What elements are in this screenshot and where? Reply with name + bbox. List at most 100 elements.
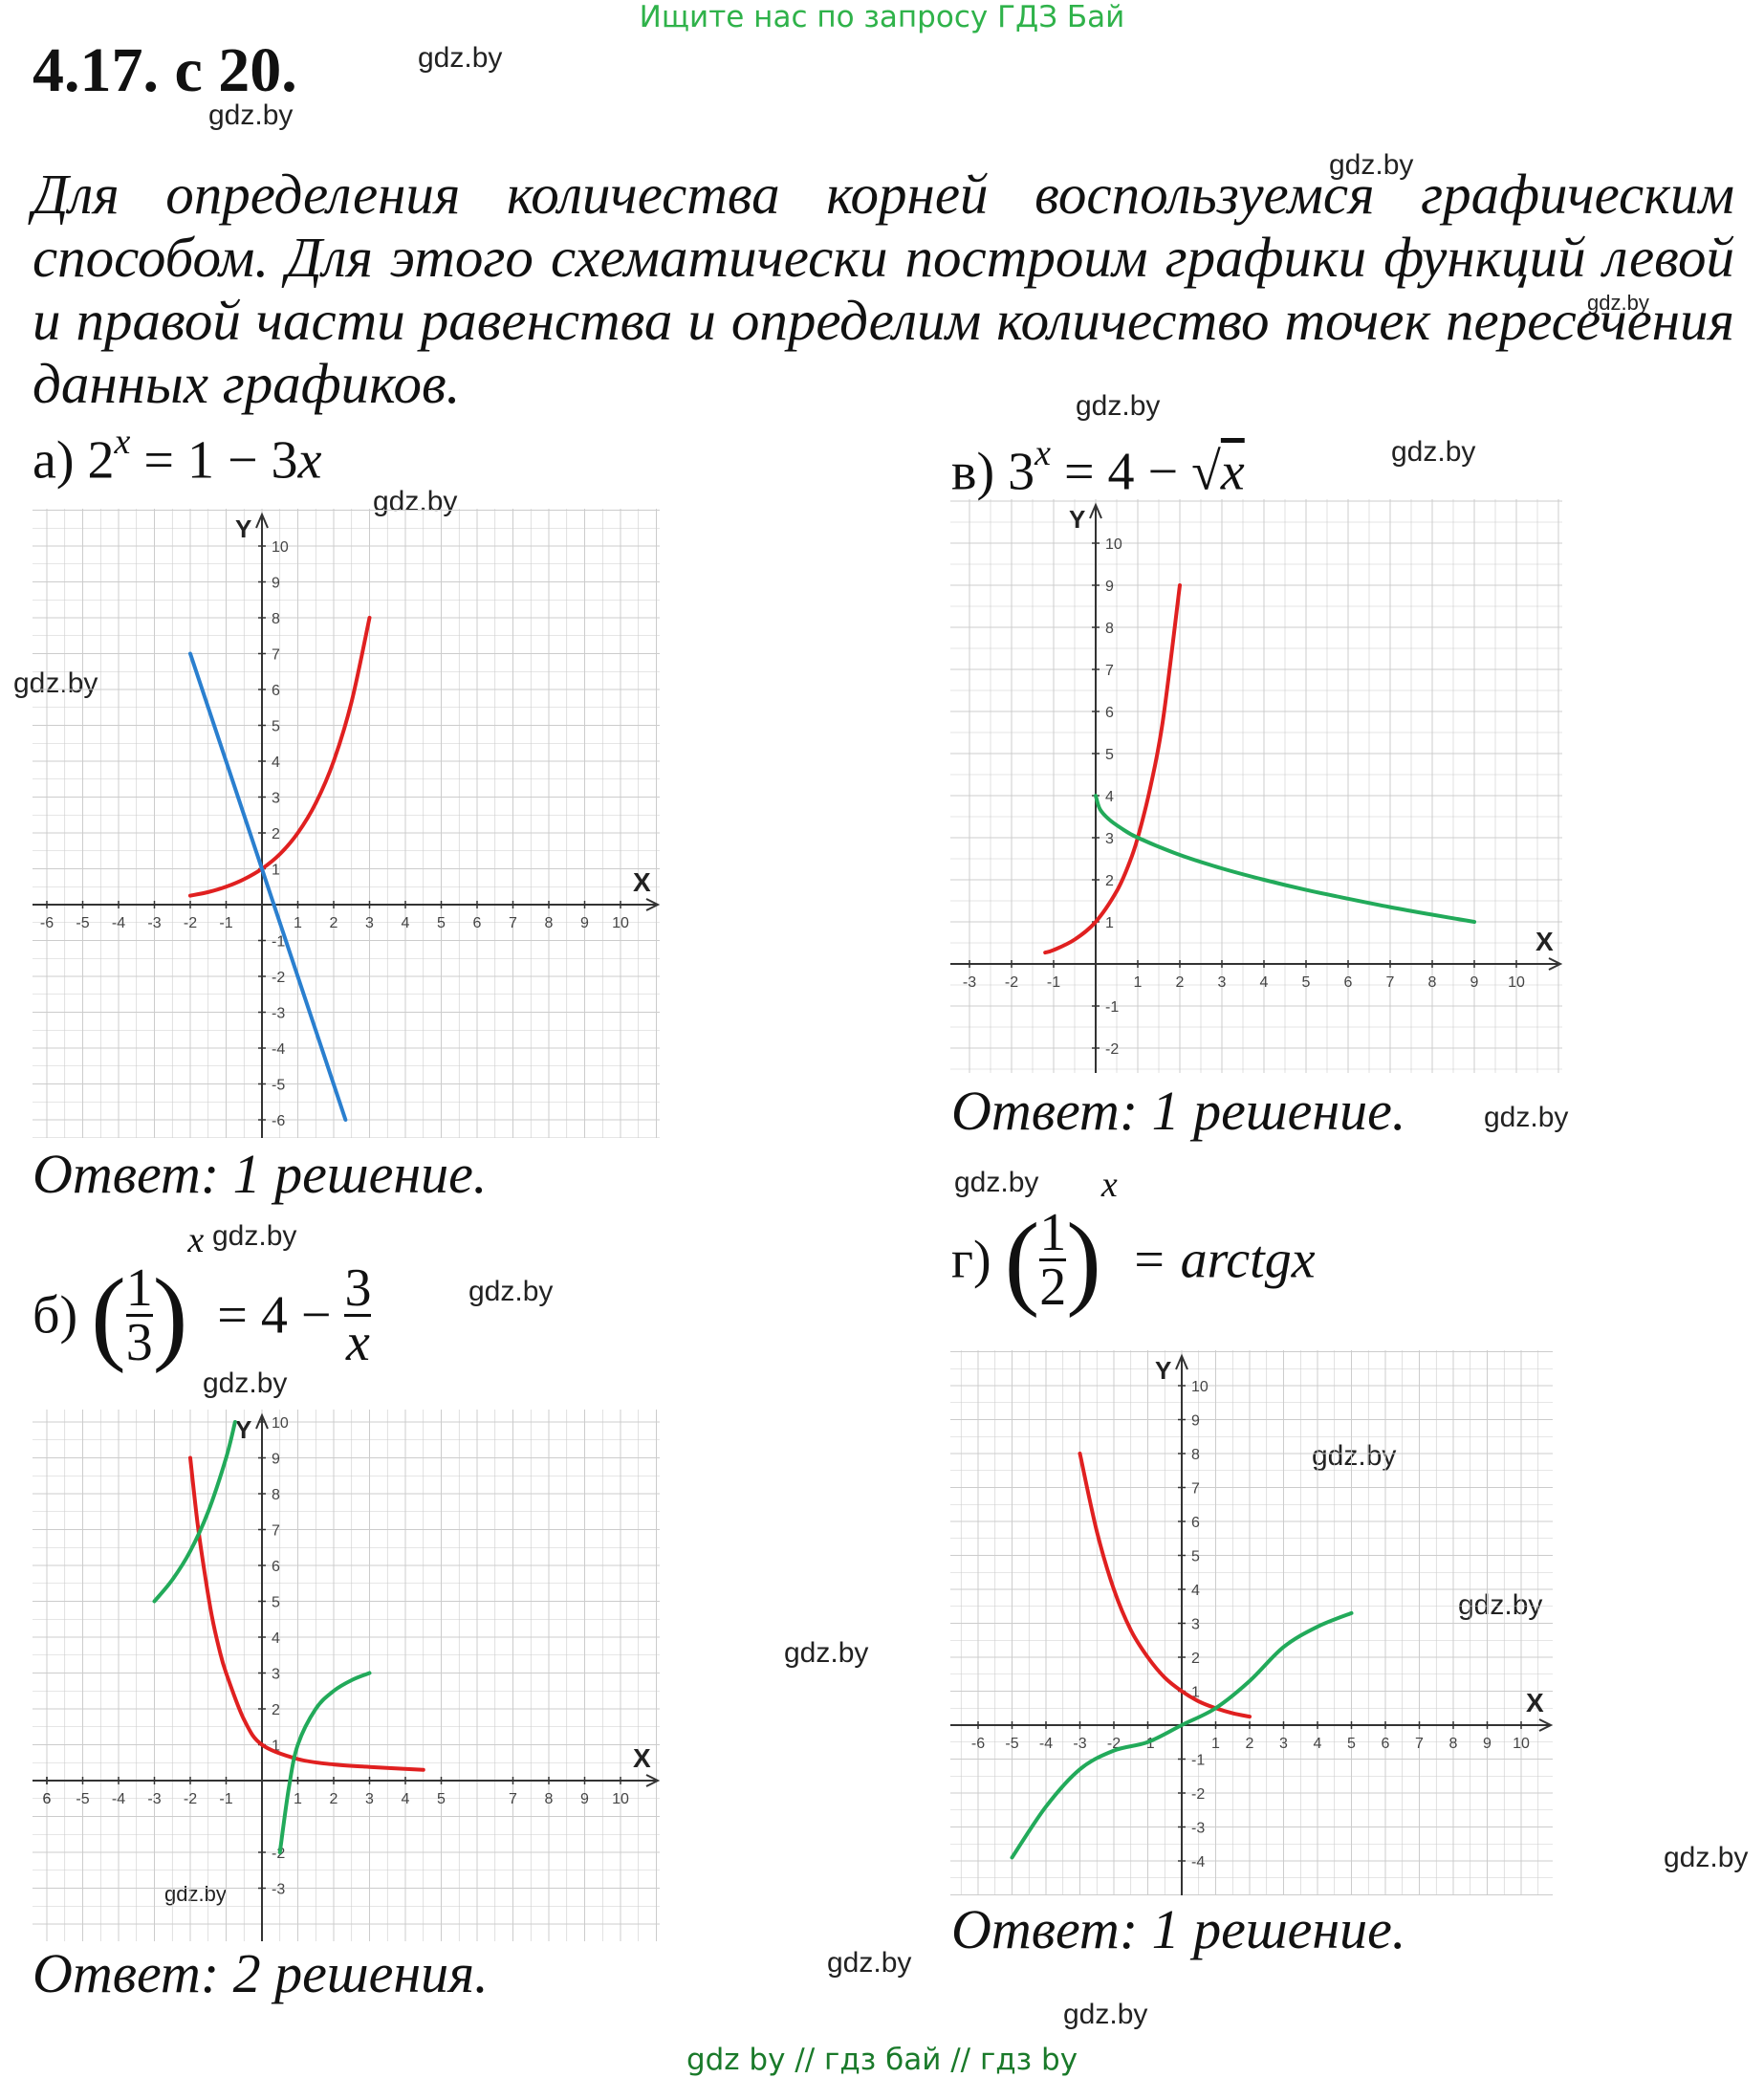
x-tick-label: 1 bbox=[1134, 974, 1143, 991]
x-tick-label: 6 bbox=[473, 915, 482, 931]
grid bbox=[33, 509, 660, 1139]
y-tick-label: 4 bbox=[272, 755, 280, 771]
watermark: gdz.by bbox=[784, 1637, 869, 1669]
watermark: gdz.by bbox=[1391, 436, 1476, 468]
x-axis-label: X bbox=[633, 1743, 651, 1773]
x-axis-arrow bbox=[1538, 1718, 1554, 1732]
x-tick-label: -2 bbox=[184, 1791, 197, 1807]
x-tick-label: 5 bbox=[1302, 974, 1311, 991]
y-axis-label: Y bbox=[235, 514, 251, 543]
series-line-red bbox=[188, 616, 372, 898]
x-tick-label: 6 bbox=[1382, 1736, 1390, 1752]
y-tick-label: 6 bbox=[1191, 1515, 1200, 1531]
y-tick-label: 6 bbox=[272, 1559, 280, 1575]
y-tick-label: -2 bbox=[272, 1846, 285, 1862]
x-axis-label: X bbox=[633, 867, 651, 897]
y-tick-label: 8 bbox=[1105, 621, 1114, 637]
x-tick-label: 9 bbox=[1483, 1736, 1492, 1752]
x-tick-label: -5 bbox=[76, 915, 89, 931]
x-tick-label: 5 bbox=[437, 1791, 446, 1807]
rhs: = 1 − 3 bbox=[143, 430, 298, 491]
x-tick-label: 5 bbox=[1347, 1736, 1356, 1752]
y-tick-label: 10 bbox=[1191, 1379, 1209, 1395]
y-tick-label: 5 bbox=[1191, 1549, 1200, 1565]
watermark: gdz.by bbox=[212, 1220, 297, 1252]
x-tick-label: 6 bbox=[43, 1791, 52, 1807]
y-tick-label: 4 bbox=[1105, 789, 1114, 805]
y-tick-label: 7 bbox=[272, 647, 280, 664]
frac-den: x bbox=[346, 1313, 370, 1372]
x-tick-label: 8 bbox=[1449, 1736, 1458, 1752]
x-tick-label: 7 bbox=[509, 915, 517, 931]
rhs: = 4 − √ bbox=[1063, 442, 1221, 502]
answer-g: Ответ: 1 решение. bbox=[951, 1898, 1406, 1960]
y-tick-label: -1 bbox=[272, 934, 285, 951]
x-tick-label: -1 bbox=[1047, 974, 1060, 991]
equation-v: в) 3x = 4 − √x bbox=[951, 433, 1245, 503]
y-axis-arrow bbox=[255, 1412, 269, 1430]
x-tick-label: 3 bbox=[1279, 1736, 1288, 1752]
y-tick-label: 9 bbox=[272, 1452, 280, 1468]
y-tick-label: 5 bbox=[272, 719, 280, 735]
y-axis-label: Y bbox=[1069, 505, 1085, 534]
y-tick-label: -3 bbox=[272, 1006, 285, 1022]
series-line-green bbox=[277, 1671, 372, 1854]
series-line-green bbox=[152, 1420, 237, 1604]
series-line-red bbox=[1078, 1452, 1252, 1719]
x-tick-label: 2 bbox=[1176, 974, 1185, 991]
y-tick-label: 1 bbox=[272, 1739, 280, 1755]
exponent: x bbox=[187, 1219, 205, 1260]
part-label: г) bbox=[951, 1230, 991, 1290]
footer-links[interactable]: gdz by // гдз бай // гдз by bbox=[686, 2043, 1078, 2077]
x-tick-label: 8 bbox=[545, 1791, 554, 1807]
x-tick-label: 3 bbox=[365, 915, 374, 931]
x-tick-label: -6 bbox=[40, 915, 54, 931]
rhs-var: x bbox=[1220, 442, 1245, 502]
x-tick-label: 7 bbox=[1386, 974, 1395, 991]
series-line-green bbox=[1010, 1610, 1354, 1860]
rhs-var: x bbox=[297, 430, 322, 491]
y-tick-label: 2 bbox=[1105, 873, 1114, 889]
y-tick-label: 8 bbox=[272, 611, 280, 627]
part-label: в) bbox=[951, 442, 995, 502]
graph-a: X Y -6 -5 -4 -3 -2 -1 1 2 3 4 5 6 7 8 9 10 -6 -5 -4 -3 -2 -1 1 2 3… bbox=[33, 509, 661, 1139]
x-tick-label: 1 bbox=[294, 915, 302, 931]
x-tick-label: -1 bbox=[219, 1791, 232, 1807]
base: 2 bbox=[87, 430, 115, 491]
watermark: gdz.by bbox=[418, 42, 503, 74]
x-tick-label: 2 bbox=[1246, 1736, 1254, 1752]
watermark: gdz.by bbox=[1587, 291, 1649, 315]
watermark: gdz.by bbox=[208, 99, 294, 131]
watermark: gdz.by bbox=[164, 1882, 227, 1906]
y-tick-label: 4 bbox=[1191, 1583, 1200, 1599]
x-tick-label: 10 bbox=[1508, 974, 1525, 991]
watermark: gdz.by bbox=[1329, 149, 1414, 181]
watermark: gdz.by bbox=[954, 1167, 1039, 1198]
y-tick-label: 6 bbox=[272, 683, 280, 699]
watermark: gdz.by bbox=[203, 1367, 288, 1399]
exponent: x bbox=[114, 422, 131, 462]
x-axis-arrow bbox=[1548, 957, 1563, 971]
x-tick-label: 6 bbox=[43, 1791, 52, 1807]
y-axis-arrow bbox=[255, 512, 269, 529]
intro-paragraph: Для определения количества корней воспол… bbox=[33, 163, 1734, 415]
x-tick-label: 10 bbox=[612, 915, 629, 931]
x-axis-label: X bbox=[1535, 927, 1554, 956]
x-tick-label: 1 bbox=[294, 1791, 302, 1807]
series-line-green bbox=[1094, 794, 1476, 924]
y-tick-label: 7 bbox=[1191, 1481, 1200, 1498]
y-tick-label: 8 bbox=[1191, 1447, 1200, 1463]
y-tick-label: -4 bbox=[1191, 1854, 1205, 1870]
y-tick-label: 6 bbox=[1105, 705, 1114, 721]
x-tick-label: 2 bbox=[330, 1791, 338, 1807]
answer-a: Ответ: 1 решение. bbox=[33, 1143, 488, 1205]
y-tick-label: 3 bbox=[272, 1667, 280, 1683]
y-tick-label: 8 bbox=[272, 1487, 280, 1503]
problem-number: 4.17. с 20. bbox=[33, 35, 297, 105]
search-banner[interactable]: Ищите нас по запросу ГДЗ Бай bbox=[639, 0, 1125, 34]
y-tick-label: 7 bbox=[272, 1523, 280, 1540]
grid bbox=[33, 1410, 660, 1941]
x-tick-label: -3 bbox=[963, 974, 976, 991]
